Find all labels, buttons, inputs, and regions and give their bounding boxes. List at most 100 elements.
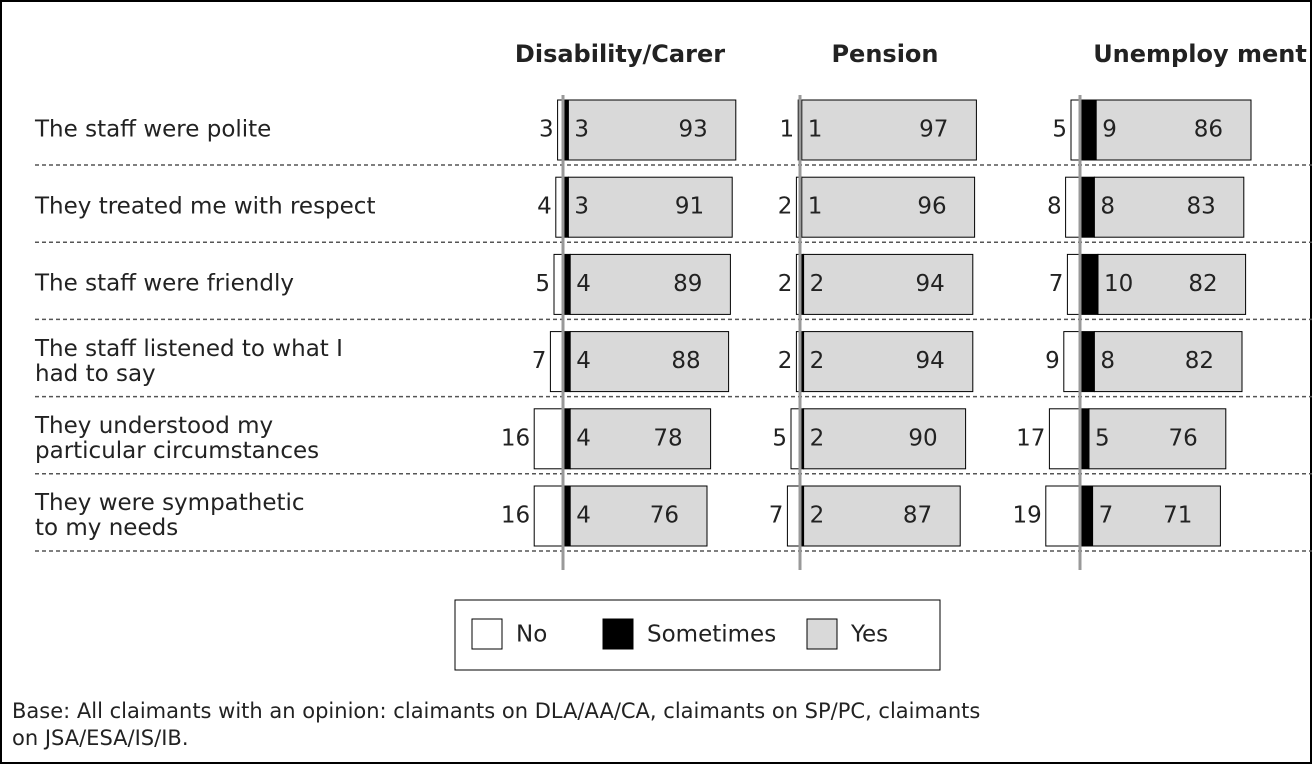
bar-yes bbox=[567, 99, 737, 161]
label-yes: 71 bbox=[1163, 503, 1192, 529]
bar-yes bbox=[803, 485, 961, 547]
label-sometimes: 2 bbox=[810, 425, 825, 451]
label-yes: 91 bbox=[675, 194, 704, 220]
bar-yes bbox=[1095, 99, 1252, 161]
label-yes: 97 bbox=[919, 117, 948, 143]
bar-no bbox=[1065, 176, 1081, 238]
label-yes: 96 bbox=[917, 194, 946, 220]
label-no: 4 bbox=[537, 194, 552, 220]
label-yes: 94 bbox=[916, 271, 945, 297]
label-no: 7 bbox=[769, 503, 784, 529]
label-sometimes: 2 bbox=[810, 503, 825, 529]
bar-yes bbox=[1097, 253, 1247, 315]
label-yes: 76 bbox=[1169, 425, 1198, 451]
label-yes: 93 bbox=[679, 117, 708, 143]
row-label: The staff were friendly bbox=[35, 270, 294, 297]
bar-yes bbox=[1088, 408, 1227, 470]
label-yes: 90 bbox=[908, 425, 937, 451]
row-label: The staff listened to what I had to say bbox=[35, 335, 343, 387]
label-no: 9 bbox=[1045, 348, 1060, 374]
bar-no bbox=[1048, 408, 1081, 470]
label-no: 3 bbox=[539, 117, 554, 143]
label-no: 2 bbox=[778, 271, 793, 297]
panel-title: Pension bbox=[831, 40, 938, 68]
bar-no bbox=[533, 485, 564, 547]
bar-sometimes bbox=[1079, 176, 1095, 238]
bar-no bbox=[1045, 485, 1081, 547]
bar-sometimes bbox=[1079, 331, 1095, 393]
legend-label: Yes bbox=[850, 622, 888, 648]
note: Base: All claimants with an opinion: cla… bbox=[12, 699, 981, 750]
label-no: 2 bbox=[778, 348, 793, 374]
label-sometimes: 1 bbox=[808, 194, 823, 220]
label-sometimes: 4 bbox=[576, 503, 591, 529]
label-no: 2 bbox=[778, 194, 793, 220]
label-sometimes: 8 bbox=[1100, 194, 1115, 220]
legend-box bbox=[454, 599, 941, 671]
panel-title: Disability/Carer bbox=[515, 40, 725, 68]
legend-swatch bbox=[602, 618, 634, 650]
bar-yes bbox=[1092, 485, 1221, 547]
label-no: 16 bbox=[501, 503, 530, 529]
label-yes: 88 bbox=[671, 348, 700, 374]
label-sometimes: 2 bbox=[810, 348, 825, 374]
bar-no bbox=[786, 485, 801, 547]
label-sometimes: 9 bbox=[1102, 117, 1117, 143]
bar-yes bbox=[803, 408, 967, 470]
label-no: 7 bbox=[1049, 271, 1064, 297]
legend-swatch bbox=[806, 618, 838, 650]
bar-yes bbox=[803, 253, 974, 315]
label-sometimes: 4 bbox=[576, 348, 591, 374]
label-sometimes: 3 bbox=[574, 117, 589, 143]
bar-no bbox=[1063, 331, 1081, 393]
bar-no bbox=[533, 408, 564, 470]
row-label: They treated me with respect bbox=[35, 193, 376, 220]
label-sometimes: 8 bbox=[1100, 348, 1115, 374]
label-yes: 76 bbox=[650, 503, 679, 529]
label-no: 19 bbox=[1013, 503, 1042, 529]
label-no: 7 bbox=[532, 348, 547, 374]
label-no: 5 bbox=[535, 271, 550, 297]
bar-yes bbox=[1093, 176, 1245, 238]
label-sometimes: 2 bbox=[810, 271, 825, 297]
bar-yes bbox=[569, 253, 731, 315]
bar-yes bbox=[801, 176, 976, 238]
label-yes: 94 bbox=[916, 348, 945, 374]
label-sometimes: 4 bbox=[576, 271, 591, 297]
label-yes: 86 bbox=[1194, 117, 1223, 143]
bar-yes bbox=[567, 176, 733, 238]
legend-swatch bbox=[471, 618, 503, 650]
bar-yes bbox=[569, 485, 708, 547]
label-sometimes: 1 bbox=[808, 117, 823, 143]
label-sometimes: 4 bbox=[576, 425, 591, 451]
label-yes: 78 bbox=[653, 425, 682, 451]
label-no: 5 bbox=[1052, 117, 1067, 143]
label-yes: 89 bbox=[673, 271, 702, 297]
label-sometimes: 3 bbox=[574, 194, 589, 220]
label-no: 5 bbox=[772, 425, 787, 451]
label-sometimes: 7 bbox=[1099, 503, 1114, 529]
label-no: 8 bbox=[1047, 194, 1062, 220]
label-no: 17 bbox=[1016, 425, 1045, 451]
row-label: The staff were polite bbox=[35, 116, 272, 143]
label-no: 1 bbox=[780, 117, 795, 143]
label-yes: 82 bbox=[1185, 348, 1214, 374]
panel-title: Unemploy ment bbox=[1093, 40, 1307, 68]
bar-no bbox=[549, 331, 564, 393]
bar-yes bbox=[801, 99, 977, 161]
label-sometimes: 5 bbox=[1095, 425, 1110, 451]
label-no: 16 bbox=[501, 425, 530, 451]
bar-yes bbox=[569, 408, 712, 470]
bar-yes bbox=[569, 331, 730, 393]
legend-label: Sometimes bbox=[647, 622, 776, 648]
label-yes: 87 bbox=[903, 503, 932, 529]
bar-sometimes bbox=[1079, 485, 1094, 547]
bar-yes bbox=[803, 331, 974, 393]
label-sometimes: 10 bbox=[1104, 271, 1133, 297]
bar-sometimes bbox=[1079, 253, 1099, 315]
label-yes: 83 bbox=[1187, 194, 1216, 220]
row-label: They understood my particular circumstan… bbox=[35, 412, 320, 464]
bar-sometimes bbox=[1079, 99, 1097, 161]
